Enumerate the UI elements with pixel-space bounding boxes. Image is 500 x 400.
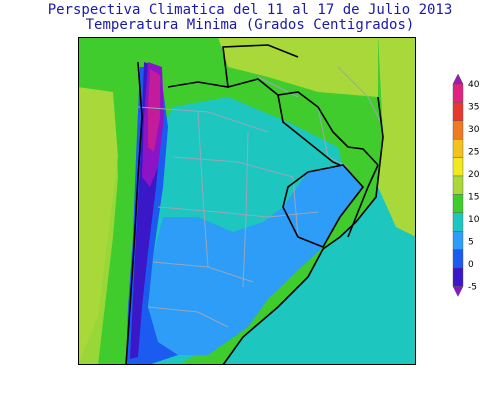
colorbar-swatch bbox=[452, 249, 464, 269]
colorbar-swatches bbox=[452, 73, 464, 297]
colorbar-swatch bbox=[452, 102, 464, 122]
colorbar-swatch bbox=[452, 194, 464, 214]
colorbar-swatch bbox=[452, 267, 464, 287]
map-subtitle: Temperatura Minima (Grados Centigrados) bbox=[85, 17, 415, 33]
colorbar-label: -5 bbox=[468, 282, 477, 292]
colorbar-label: 35 bbox=[468, 102, 479, 112]
country-borders bbox=[125, 44, 379, 365]
colorbar-swatch bbox=[452, 157, 464, 177]
colorbar-label: 40 bbox=[468, 80, 480, 90]
ocean-north bbox=[378, 37, 416, 237]
colorbar-label: 10 bbox=[468, 215, 480, 225]
coastline bbox=[222, 96, 384, 365]
temperature-colorbar: 40 35 30 25 20 15 10 5 0 -5 bbox=[452, 73, 480, 297]
colorbar-bottom-arrow bbox=[452, 286, 464, 297]
colorbar-swatch bbox=[452, 120, 464, 140]
map-frame bbox=[78, 37, 416, 365]
map-title: Perspectiva Climatica del 11 al 17 de Ju… bbox=[47, 2, 453, 18]
colorbar-label: 5 bbox=[468, 237, 474, 247]
colorbar-swatch bbox=[452, 175, 464, 195]
zone-magenta bbox=[148, 69, 160, 152]
colorbar-swatch bbox=[452, 83, 464, 103]
colorbar-swatch bbox=[452, 230, 464, 250]
colorbar-label: 20 bbox=[468, 170, 480, 180]
pacific-coast bbox=[78, 127, 118, 365]
colorbar-label: 15 bbox=[468, 192, 479, 202]
colorbar-swatch bbox=[452, 212, 464, 232]
colorbar-label: 30 bbox=[468, 125, 480, 135]
colorbar-top-arrow bbox=[452, 73, 464, 85]
land-north-light bbox=[218, 37, 378, 97]
colorbar-swatch bbox=[452, 138, 464, 158]
colorbar-label: 0 bbox=[468, 260, 474, 270]
temperature-map bbox=[78, 37, 416, 365]
colorbar-labels: 40 35 30 25 20 15 10 5 0 -5 bbox=[468, 80, 480, 292]
colorbar-label: 25 bbox=[468, 147, 479, 157]
